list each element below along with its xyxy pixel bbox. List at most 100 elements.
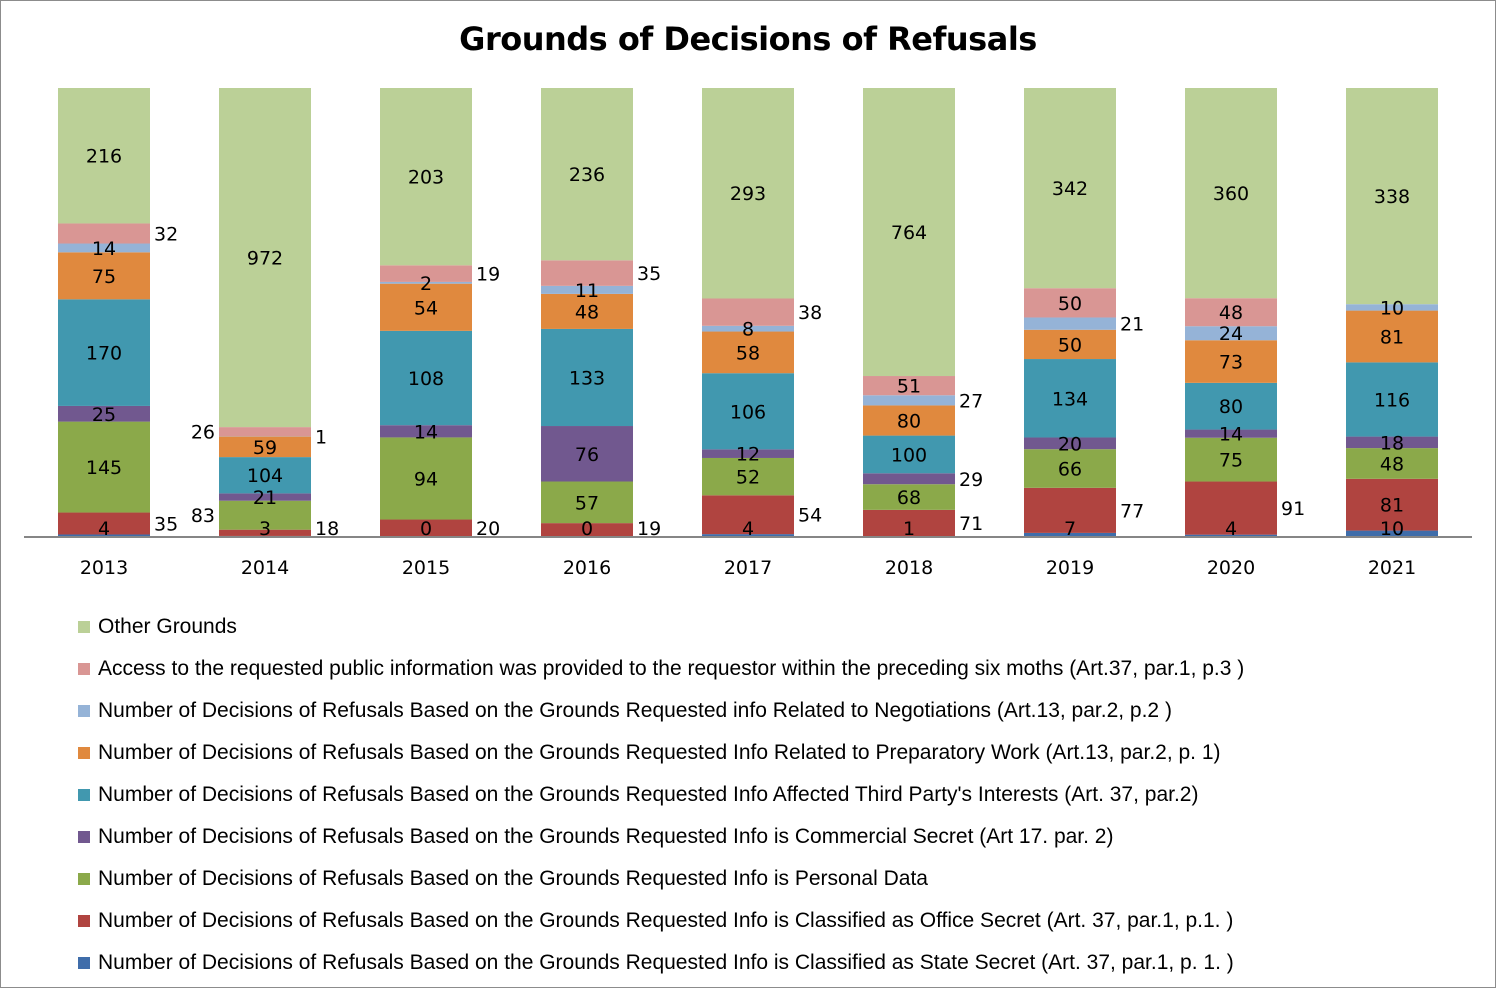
data-label: 106 [730,401,766,423]
x-tick-label: 2017 [724,557,772,579]
data-label: 21 [253,487,277,509]
data-label: 52 [736,467,760,489]
data-label: 68 [897,487,921,509]
bar-segment [1346,436,1438,449]
data-label: 10 [1380,297,1404,319]
data-label: 48 [1219,302,1243,324]
data-label: 35 [154,514,178,536]
data-label: 203 [408,167,444,189]
legend-swatch [78,663,90,675]
bar-segment [702,325,794,332]
bar-segment [541,260,633,286]
data-label: 57 [575,492,599,514]
bar-segment [702,331,794,374]
data-label: 293 [730,183,766,205]
bar-segment [1346,304,1438,311]
bar-segment [219,427,311,437]
legend-swatch [78,621,90,633]
data-label: 1 [315,426,327,448]
data-label: 75 [1219,450,1243,472]
bar-segment [1346,88,1438,305]
data-label: 80 [1219,396,1243,418]
data-label: 48 [575,301,599,323]
legend-label: Number of Decisions of Refusals Based on… [98,909,1234,932]
data-label: 38 [798,302,822,324]
data-label: 80 [897,411,921,433]
bar-segment [380,437,472,520]
bar-segment [541,293,633,329]
bar-segment [219,436,311,458]
legend-item: Number of Decisions of Refusals Based on… [78,942,1244,984]
data-label: 2 [420,273,432,295]
bar-segment [1024,359,1116,438]
data-label: 54 [414,297,438,319]
data-label: 32 [154,223,178,245]
bar-segment [1024,317,1116,330]
legend-swatch [78,747,90,759]
x-tick-label: 2014 [241,557,289,579]
bar-segment [702,88,794,299]
data-label: 18 [1380,432,1404,454]
bar-segment [541,481,633,524]
bar-segment [1185,429,1277,438]
bar-segment [380,88,472,266]
bar-segment [702,449,794,458]
bar-segment [863,376,955,396]
data-label: 14 [1219,424,1243,446]
data-label: 7 [1064,518,1076,540]
data-label: 360 [1213,183,1249,205]
data-label: 27 [959,390,983,412]
bar-segment [863,88,955,377]
data-label: 59 [253,437,277,459]
bar-segment [863,435,955,474]
bar-segment [380,519,472,537]
data-label: 4 [742,518,754,540]
data-label: 76 [575,444,599,466]
data-label: 972 [247,248,283,270]
bar-segment [1185,481,1277,535]
bar-segment [219,88,311,428]
legend-swatch [78,957,90,969]
legend-item: Number of Decisions of Refusals Based on… [78,732,1244,774]
x-tick-label: 2015 [402,557,450,579]
bar-segment [58,512,150,535]
bar-segment [1185,534,1277,537]
legend: Other Grounds Access to the requested pub… [78,606,1244,984]
data-label: 18 [315,518,339,540]
x-tick-label: 2018 [885,557,933,579]
data-label: 14 [414,421,438,443]
legend-item: Other Grounds [78,606,1244,648]
bar-segment [1024,329,1116,360]
data-label: 75 [92,266,116,288]
legend-label: Access to the requested public informati… [98,657,1245,680]
bar-segment [380,283,472,331]
bar-segment [541,285,633,294]
bar-segment [1024,532,1116,537]
data-label: 116 [1374,389,1410,411]
bar-segment [1185,340,1277,383]
bar-segment [702,457,794,496]
data-label: 50 [1058,334,1082,356]
legend-label: Number of Decisions of Refusals Based on… [98,699,1172,722]
bar-segment [541,426,633,482]
legend-swatch [78,789,90,801]
bar-segment [1185,326,1277,341]
bar-segment [541,523,633,537]
data-label: 24 [1219,323,1243,345]
legend-item: Number of Decisions of Refusals Based on… [78,900,1244,942]
bar-segment [702,298,794,326]
bar-segment [1024,88,1116,289]
legend-swatch [78,831,90,843]
bar-segment [863,473,955,485]
data-label: 50 [1058,293,1082,315]
x-tick-label: 2021 [1368,557,1416,579]
x-tick-label: 2013 [80,557,128,579]
bar-segment [1185,437,1277,482]
data-label: 104 [247,465,283,487]
bar-segment [219,500,311,530]
data-label: 19 [476,264,500,286]
bar-segment [1346,530,1438,537]
bar-segment [1185,298,1277,327]
bar-segment [863,484,955,510]
